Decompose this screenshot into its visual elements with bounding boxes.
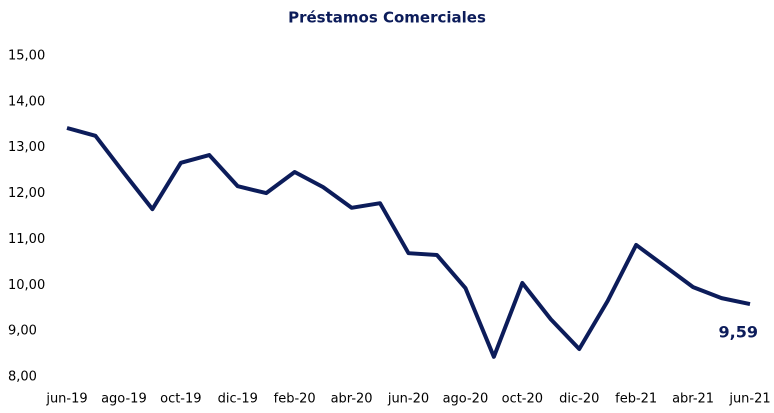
x-tick-label: jun-19 bbox=[45, 392, 87, 407]
y-tick-label: 9,00 bbox=[8, 324, 37, 339]
y-tick-label: 15,00 bbox=[8, 49, 45, 64]
y-tick-label: 14,00 bbox=[8, 94, 45, 109]
x-tick-label: jun-20 bbox=[387, 392, 429, 407]
data-label: 9,59 bbox=[719, 323, 758, 342]
x-tick-label: dic-19 bbox=[218, 392, 258, 407]
y-tick-label: 12,00 bbox=[8, 186, 45, 201]
x-tick-label: dic-20 bbox=[559, 392, 599, 407]
x-tick-label: jun-21 bbox=[728, 392, 770, 407]
x-tick-label: abr-20 bbox=[331, 392, 373, 407]
chart-title: Préstamos Comerciales bbox=[288, 9, 486, 27]
x-tick-label: ago-20 bbox=[443, 392, 489, 407]
y-tick-label: 8,00 bbox=[8, 370, 37, 385]
x-tick-label: oct-19 bbox=[160, 392, 201, 407]
x-tick-label: feb-20 bbox=[274, 392, 316, 407]
x-tick-label: ago-19 bbox=[101, 392, 147, 407]
y-tick-label: 11,00 bbox=[8, 232, 45, 247]
y-tick-label: 13,00 bbox=[8, 140, 45, 155]
x-tick-label: abr-21 bbox=[672, 392, 714, 407]
y-tick-label: 10,00 bbox=[8, 278, 45, 293]
line bbox=[66, 126, 751, 359]
x-tick-label: oct-20 bbox=[502, 392, 543, 407]
x-tick-label: feb-21 bbox=[615, 392, 657, 407]
